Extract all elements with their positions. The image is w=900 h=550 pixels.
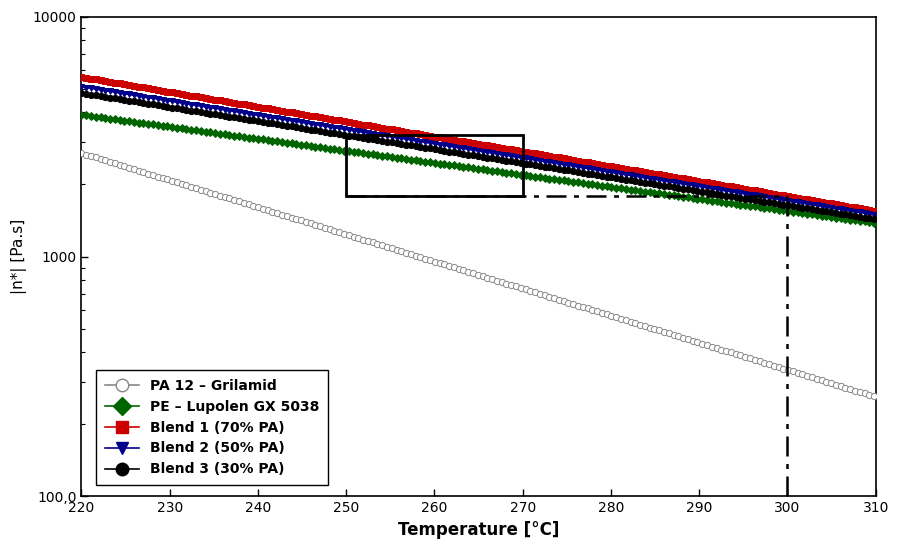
PA 12 – Grilamid bbox=[851, 388, 862, 394]
Blend 3 (30% PA) bbox=[76, 90, 86, 96]
PE – Lupolen GX 5038 bbox=[549, 176, 560, 183]
PA 12 – Grilamid bbox=[870, 394, 881, 400]
PE – Lupolen GX 5038 bbox=[76, 112, 86, 118]
Line: Blend 2 (50% PA): Blend 2 (50% PA) bbox=[78, 84, 878, 218]
Blend 2 (50% PA) bbox=[76, 84, 86, 90]
Blend 1 (70% PA) bbox=[458, 138, 469, 145]
Blend 2 (50% PA) bbox=[549, 160, 560, 167]
Y-axis label: |n*| [Pa.s]: |n*| [Pa.s] bbox=[11, 219, 27, 294]
Blend 1 (70% PA) bbox=[506, 146, 517, 153]
PA 12 – Grilamid bbox=[549, 295, 560, 301]
PE – Lupolen GX 5038 bbox=[454, 163, 464, 169]
Blend 2 (50% PA) bbox=[851, 208, 862, 215]
Blend 1 (70% PA) bbox=[870, 207, 881, 214]
PE – Lupolen GX 5038 bbox=[458, 163, 469, 170]
Blend 3 (30% PA) bbox=[454, 150, 464, 156]
Blend 3 (30% PA) bbox=[851, 213, 862, 219]
Blend 3 (30% PA) bbox=[870, 216, 881, 223]
Line: Blend 1 (70% PA): Blend 1 (70% PA) bbox=[78, 74, 878, 214]
Line: PA 12 – Grilamid: PA 12 – Grilamid bbox=[78, 150, 878, 400]
Line: Blend 3 (30% PA): Blend 3 (30% PA) bbox=[78, 90, 878, 222]
PE – Lupolen GX 5038 bbox=[506, 170, 517, 177]
Blend 1 (70% PA) bbox=[76, 74, 86, 80]
PA 12 – Grilamid bbox=[454, 266, 464, 272]
Blend 1 (70% PA) bbox=[727, 184, 738, 190]
Blend 2 (50% PA) bbox=[506, 153, 517, 159]
Blend 2 (50% PA) bbox=[458, 145, 469, 152]
Blend 1 (70% PA) bbox=[549, 153, 560, 160]
PE – Lupolen GX 5038 bbox=[727, 200, 738, 207]
Bar bbox=[346, 135, 523, 196]
Blend 3 (30% PA) bbox=[549, 165, 560, 172]
Blend 3 (30% PA) bbox=[727, 193, 738, 200]
Blend 1 (70% PA) bbox=[454, 138, 464, 144]
Blend 2 (50% PA) bbox=[727, 189, 738, 195]
PA 12 – Grilamid bbox=[458, 267, 469, 274]
PE – Lupolen GX 5038 bbox=[851, 217, 862, 224]
PA 12 – Grilamid bbox=[727, 350, 738, 356]
Blend 3 (30% PA) bbox=[458, 151, 469, 157]
Blend 2 (50% PA) bbox=[454, 144, 464, 151]
Blend 2 (50% PA) bbox=[870, 212, 881, 218]
X-axis label: Temperature [°C]: Temperature [°C] bbox=[398, 521, 559, 539]
PA 12 – Grilamid bbox=[76, 150, 86, 156]
Blend 3 (30% PA) bbox=[506, 158, 517, 164]
Blend 1 (70% PA) bbox=[851, 205, 862, 211]
Line: PE – Lupolen GX 5038: PE – Lupolen GX 5038 bbox=[78, 112, 878, 226]
PA 12 – Grilamid bbox=[506, 282, 517, 288]
Legend: PA 12 – Grilamid, PE – Lupolen GX 5038, Blend 1 (70% PA), Blend 2 (50% PA), Blen: PA 12 – Grilamid, PE – Lupolen GX 5038, … bbox=[96, 370, 328, 485]
PE – Lupolen GX 5038 bbox=[870, 219, 881, 226]
